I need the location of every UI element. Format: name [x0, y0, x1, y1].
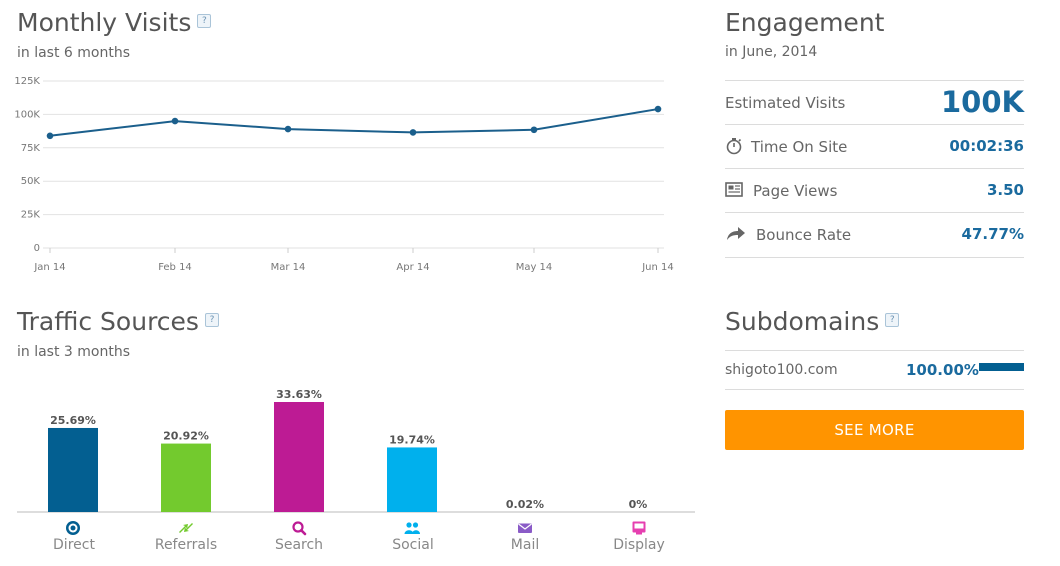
bar-search[interactable]: [274, 402, 324, 512]
time-on-site-label: Time On Site: [751, 138, 848, 156]
bounce-rate-value: 47.77%: [961, 225, 1024, 243]
series-line: [49, 108, 659, 137]
bar-value-label: 33.63%: [276, 388, 322, 401]
direct-target-icon: [66, 521, 80, 535]
x-tick-label: May 14: [516, 262, 553, 273]
monthly-visits-subtitle: in last 6 months: [17, 45, 131, 61]
category-label-social[interactable]: Social: [392, 537, 434, 553]
data-point[interactable]: [409, 129, 417, 136]
data-point[interactable]: [530, 126, 538, 134]
bar-social[interactable]: [387, 447, 437, 512]
traffic-sources-title: Traffic Sources?: [17, 307, 219, 336]
traffic-sources-bar-chart: 25.69% 20.92% 33.63% 19.74% 0.02% 0%: [17, 388, 695, 513]
traffic-sources-title-text: Traffic Sources: [17, 307, 199, 336]
y-tick-label: 75K: [21, 143, 41, 154]
social-people-icon: [404, 522, 420, 534]
y-tick-label: 100K: [14, 109, 40, 120]
bar-value-label: 0.02%: [506, 498, 544, 511]
traffic-sources-subtitle: in last 3 months: [17, 344, 131, 360]
category-label-direct[interactable]: Direct: [53, 537, 95, 553]
x-tick-label: Jan 14: [33, 262, 65, 273]
bar-referrals[interactable]: [161, 443, 211, 512]
engagement-subtitle: in June, 2014: [725, 44, 818, 60]
referrals-arrows-icon: [179, 523, 193, 533]
data-point[interactable]: [284, 125, 292, 133]
see-more-button[interactable]: SEE MORE: [725, 410, 1024, 450]
y-tick-label: 25K: [21, 210, 41, 221]
bar-value-label: 19.74%: [389, 433, 435, 446]
subdomains-title-text: Subdomains: [725, 307, 880, 336]
monthly-visits-line-chart: 0 25K 50K 75K 100K 125K Jan 14 Feb 14 Mar 14 Apr …: [14, 76, 674, 273]
y-tick-label: 125K: [14, 76, 40, 87]
engagement-row-bounce-rate: Bounce Rate 47.77%: [725, 212, 1024, 258]
engagement-row-time-on-site: Time On Site 00:02:36: [725, 124, 1024, 169]
bar-value-label: 0%: [629, 498, 648, 511]
category-label-mail[interactable]: Mail: [510, 537, 540, 553]
data-point[interactable]: [654, 105, 662, 113]
engagement-title: Engagement: [725, 8, 885, 37]
display-ad-icon: [632, 521, 646, 535]
category-label-referrals[interactable]: Referrals: [154, 537, 218, 553]
data-point[interactable]: [171, 117, 179, 125]
stopwatch-icon: [726, 138, 742, 155]
x-tick-label: Apr 14: [396, 262, 429, 273]
subdomain-share-track: [979, 363, 1024, 371]
x-tick-label: Jun 14: [641, 262, 674, 273]
page-views-value: 3.50: [986, 181, 1024, 199]
bar-value-label: 25.69%: [50, 414, 96, 427]
bar-direct[interactable]: [48, 427, 98, 512]
engagement-row-page-views: Page Views 3.50: [725, 168, 1024, 213]
subdomains-title: Subdomains?: [725, 307, 900, 336]
y-tick-label: 0: [34, 243, 40, 254]
category-label-search[interactable]: Search: [274, 537, 324, 553]
bar-value-label: 20.92%: [163, 430, 209, 443]
pages-icon: [725, 182, 743, 197]
data-point[interactable]: [46, 132, 54, 140]
monthly-visits-title-text: Monthly Visits: [17, 8, 192, 37]
engagement-row-estimated-visits: Estimated Visits 100K: [725, 80, 1024, 125]
estimated-visits-value: 100K: [940, 85, 1024, 119]
subdomain-name[interactable]: shigoto100.com: [725, 362, 838, 378]
subdomain-share-bar: [979, 363, 1024, 371]
x-tick-label: Mar 14: [271, 262, 306, 273]
monthly-visits-title: Monthly Visits?: [17, 8, 212, 37]
page-views-label: Page Views: [753, 182, 838, 200]
time-on-site-value: 00:02:36: [949, 137, 1024, 155]
help-icon[interactable]: ?: [204, 313, 219, 327]
help-icon[interactable]: ?: [885, 313, 900, 327]
subdomain-row: shigoto100.com 100.00%: [725, 350, 1024, 390]
bounce-rate-label: Bounce Rate: [756, 226, 852, 244]
y-tick-label: 50K: [21, 176, 41, 187]
category-label-display[interactable]: Display: [613, 537, 665, 553]
mail-envelope-icon: [518, 523, 532, 533]
subdomain-share-value: 100.00%: [906, 361, 979, 379]
search-icon: [292, 521, 307, 536]
help-icon[interactable]: ?: [197, 14, 212, 28]
estimated-visits-label: Estimated Visits: [725, 94, 846, 112]
bounce-arrow-icon: [727, 227, 745, 240]
x-tick-label: Feb 14: [158, 262, 192, 273]
